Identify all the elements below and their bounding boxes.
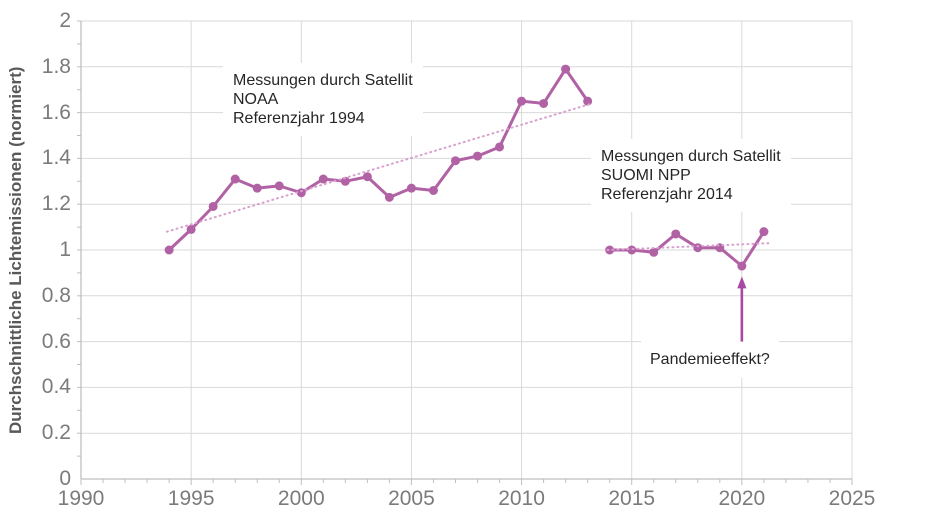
y-tick-label: 0.8: [41, 283, 71, 307]
annotation-noaa-line3: Referenzjahr 1994: [233, 110, 365, 127]
annotation-noaa: Messungen durch Satellit NOAA Referenzja…: [223, 63, 423, 136]
x-tick-label: 2025: [828, 487, 876, 510]
x-tick-label: 2000: [277, 487, 325, 510]
annotation-suomi-line1: Messungen durch Satellit: [601, 148, 781, 165]
x-tick-label: 1995: [167, 487, 215, 510]
y-tick-label: 0.6: [41, 329, 71, 353]
x-tick-label: 2005: [388, 487, 435, 510]
annotation-suomi-line2: SUOMI NPP: [601, 167, 691, 184]
y-tick-label: 0.4: [41, 375, 71, 399]
y-tick-label: 1.8: [41, 54, 71, 78]
annotation-noaa-line2: NOAA: [233, 91, 279, 108]
x-tick-label: 1990: [57, 487, 105, 510]
y-tick-label: 1: [59, 238, 71, 261]
y-tick-label: 1.2: [41, 192, 71, 216]
x-tick-label: 2015: [608, 487, 656, 510]
x-tick-label: 2010: [498, 487, 545, 510]
annotation-suomi-line3: Referenzjahr 2014: [601, 186, 733, 203]
x-tick-label: 2020: [718, 487, 766, 510]
annotation-suomi: Messungen durch Satellit SUOMI NPP Refer…: [591, 139, 791, 212]
annotation-noaa-line1: Messungen durch Satellit: [233, 72, 413, 89]
y-tick-label: 1.6: [41, 100, 71, 124]
annotation-pandemic: Pandemieeffekt?: [641, 341, 779, 378]
annotation-pandemic-line1: Pandemieeffekt?: [650, 351, 770, 368]
y-tick-label: 0: [59, 467, 71, 490]
y-tick-label: 2: [59, 9, 71, 32]
y-tick-label: 1.4: [41, 146, 71, 170]
y-tick-label: 0.2: [41, 421, 71, 445]
